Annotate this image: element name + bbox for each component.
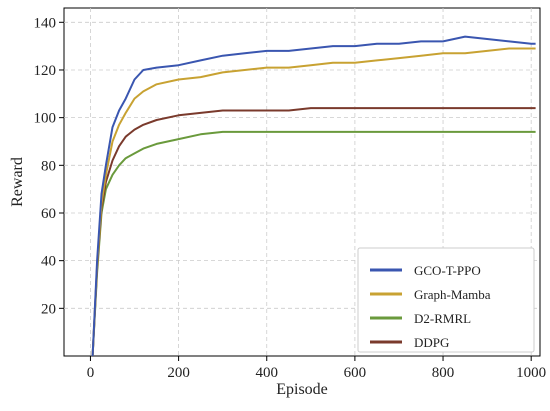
x-axis-label: Episode xyxy=(276,381,328,398)
legend: GCO-T-PPO Graph-Mamba D2-RMRL DDPG xyxy=(357,247,535,353)
y-tick-label: 20 xyxy=(41,301,56,317)
y-axis-label: Reward xyxy=(9,157,26,207)
y-tick-label: 100 xyxy=(34,111,57,127)
x-axis-ticks: 0 200 400 600 800 1000 xyxy=(87,356,546,381)
x-tick-label: 200 xyxy=(167,365,190,381)
x-tick-label: 1000 xyxy=(516,365,546,381)
series-line-d2-rmrl xyxy=(91,130,536,357)
series-line-gco-t-ppo xyxy=(91,35,536,357)
x-tick-label: 800 xyxy=(432,365,455,381)
x-tick-label: 0 xyxy=(87,365,95,381)
y-axis-ticks: 20 40 60 80 100 120 140 xyxy=(34,15,64,317)
y-tick-label: 40 xyxy=(41,254,56,270)
x-tick-label: 400 xyxy=(255,365,278,381)
series-lines xyxy=(91,35,536,357)
legend-label: DDPG xyxy=(414,335,449,350)
legend-label: D2-RMRL xyxy=(414,311,471,326)
legend-box xyxy=(357,247,535,353)
series-line-ddpg xyxy=(91,107,536,357)
x-tick-label: 600 xyxy=(344,365,367,381)
series-line-graph-mamba xyxy=(91,47,536,357)
y-tick-label: 80 xyxy=(41,158,56,174)
y-tick-label: 60 xyxy=(41,206,56,222)
legend-label: Graph-Mamba xyxy=(414,287,491,302)
legend-label: GCO-T-PPO xyxy=(414,263,481,278)
y-tick-label: 140 xyxy=(34,15,57,31)
y-tick-label: 120 xyxy=(34,63,57,79)
